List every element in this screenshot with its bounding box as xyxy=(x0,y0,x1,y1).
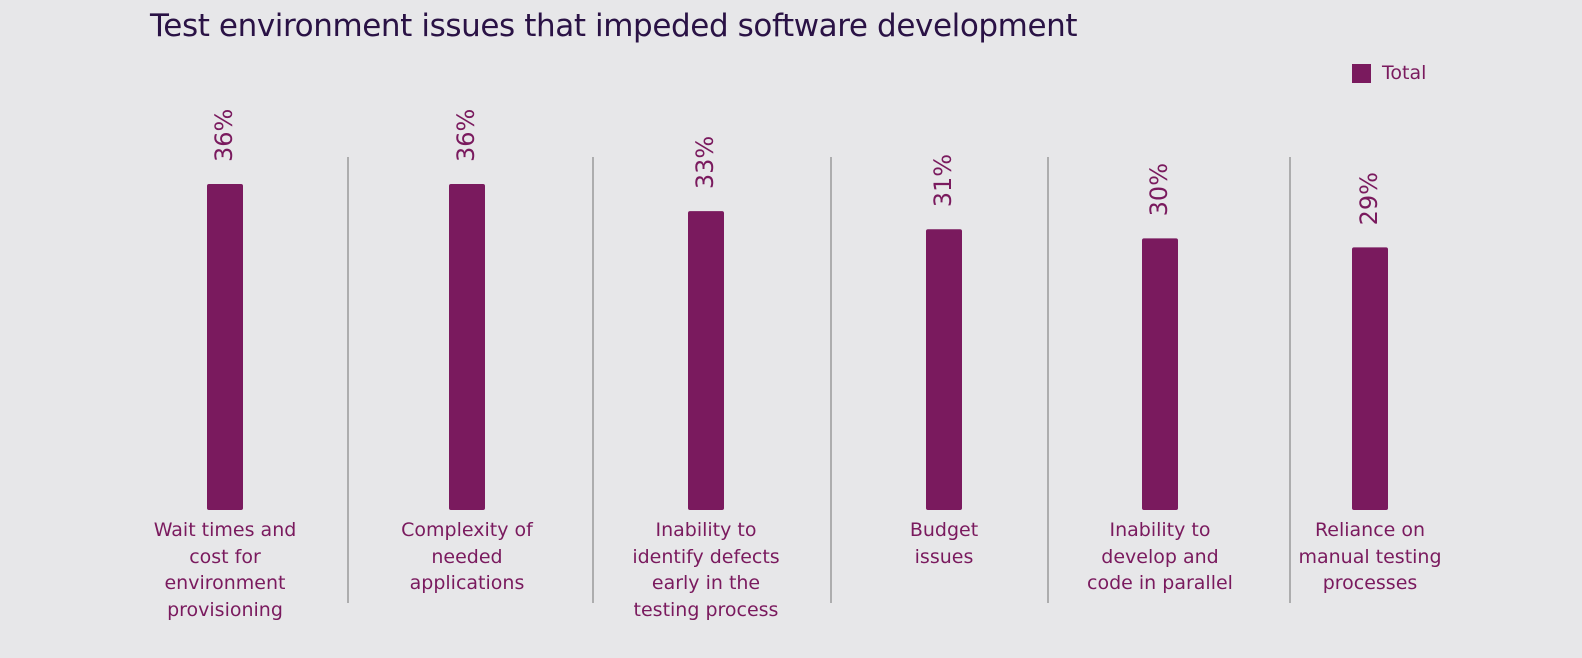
data-label: 31% xyxy=(929,154,957,207)
category-label-line: develop and xyxy=(1060,544,1260,571)
category-label-line: provisioning xyxy=(125,597,325,624)
category-label: Complexity of needed applications xyxy=(367,517,567,597)
category-label-line: issues xyxy=(844,544,1044,571)
data-label: 30% xyxy=(1145,163,1173,216)
bar xyxy=(926,229,962,510)
bar xyxy=(449,184,485,510)
category-label: Inability to identify defects early in the… xyxy=(606,517,806,623)
data-label: 33% xyxy=(691,136,719,189)
category-label-line: testing process xyxy=(606,597,806,624)
bar xyxy=(1352,247,1388,510)
data-label: 36% xyxy=(210,109,238,162)
category-label-line: Complexity of xyxy=(367,517,567,544)
bar xyxy=(1142,238,1178,510)
category-label-line: identify defects xyxy=(606,544,806,571)
category-label-line: environment xyxy=(125,570,325,597)
category-label-line: cost for xyxy=(125,544,325,571)
data-label: 36% xyxy=(452,109,480,162)
category-label-line: manual testing xyxy=(1270,544,1470,571)
category-label: Wait times and cost for environment provisi… xyxy=(125,517,325,623)
category-label-line: early in the xyxy=(606,570,806,597)
bar xyxy=(688,211,724,510)
category-label-line: Inability to xyxy=(606,517,806,544)
category-label-line: processes xyxy=(1270,570,1470,597)
category-label-line: applications xyxy=(367,570,567,597)
category-label-line: Wait times and xyxy=(125,517,325,544)
category-label: Reliance on manual testing processes xyxy=(1270,517,1470,597)
category-label-line: Reliance on xyxy=(1270,517,1470,544)
data-label: 29% xyxy=(1355,172,1383,225)
category-label-line: needed xyxy=(367,544,567,571)
category-label-line: Inability to xyxy=(1060,517,1260,544)
category-label: Inability to develop and code in parallel xyxy=(1060,517,1260,597)
bar xyxy=(207,184,243,510)
category-label-line: Budget xyxy=(844,517,1044,544)
category-label: Budget issues xyxy=(844,517,1044,570)
category-label-line: code in parallel xyxy=(1060,570,1260,597)
